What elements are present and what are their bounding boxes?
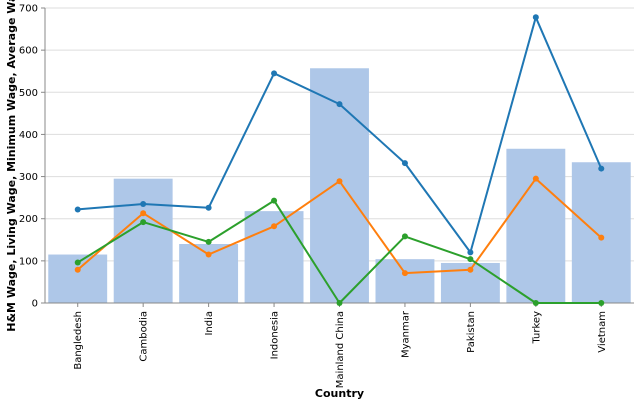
series-point [467, 256, 474, 263]
y-tick-label: 400 [19, 130, 38, 141]
y-tick-label: 300 [19, 172, 38, 183]
x-tick-label: Bangledesh [73, 311, 84, 370]
series-point [271, 223, 278, 230]
series-point [205, 204, 212, 211]
series-point [205, 251, 212, 258]
series-point [467, 266, 474, 273]
series-point [336, 101, 343, 108]
bar [310, 68, 369, 303]
series-point [532, 300, 539, 306]
series-point [336, 178, 343, 185]
series-point [401, 160, 408, 167]
series-point [532, 175, 539, 182]
series-point [271, 197, 278, 204]
line-series [74, 14, 605, 306]
y-tick-label: 600 [19, 46, 38, 57]
series-point [74, 206, 81, 213]
series-point [205, 238, 212, 245]
x-tick-label: Indonesia [270, 311, 281, 359]
x-tick-label: Mainland China [335, 311, 346, 388]
bar [375, 259, 435, 303]
y-axis-title: H&M Wage, Living Wage, Minimum Wage, Ave… [5, 0, 18, 332]
series-point [74, 266, 81, 273]
series-point [140, 200, 147, 207]
x-tick-label: Turkey [531, 311, 542, 345]
bar [506, 148, 566, 303]
x-tick-label: Cambodia [139, 311, 150, 362]
series-point [467, 249, 474, 256]
series-point [74, 259, 81, 266]
bar-series [48, 68, 631, 303]
series-point [336, 300, 343, 306]
x-tick-label: Vietnam [597, 311, 608, 353]
bar [113, 178, 173, 303]
series-point [532, 14, 539, 21]
x-axis-title: Country [315, 387, 364, 400]
y-tick-label: 500 [19, 88, 38, 99]
y-tick-label: 100 [19, 256, 38, 267]
series-point [598, 165, 605, 172]
series-point [401, 233, 408, 240]
series-point [598, 234, 605, 241]
x-tick-label: Pakistan [466, 311, 477, 353]
series-point [140, 219, 147, 226]
x-tick-label: India [204, 311, 215, 336]
bar [571, 162, 631, 303]
x-tick-label: Myanmar [400, 310, 411, 358]
series-point [140, 210, 147, 217]
series-point [598, 300, 605, 306]
y-tick-label: 0 [32, 299, 38, 310]
y-tick-label: 200 [19, 214, 38, 225]
series-point [401, 270, 408, 277]
series-point [271, 70, 278, 77]
y-tick-label: 700 [19, 4, 38, 15]
